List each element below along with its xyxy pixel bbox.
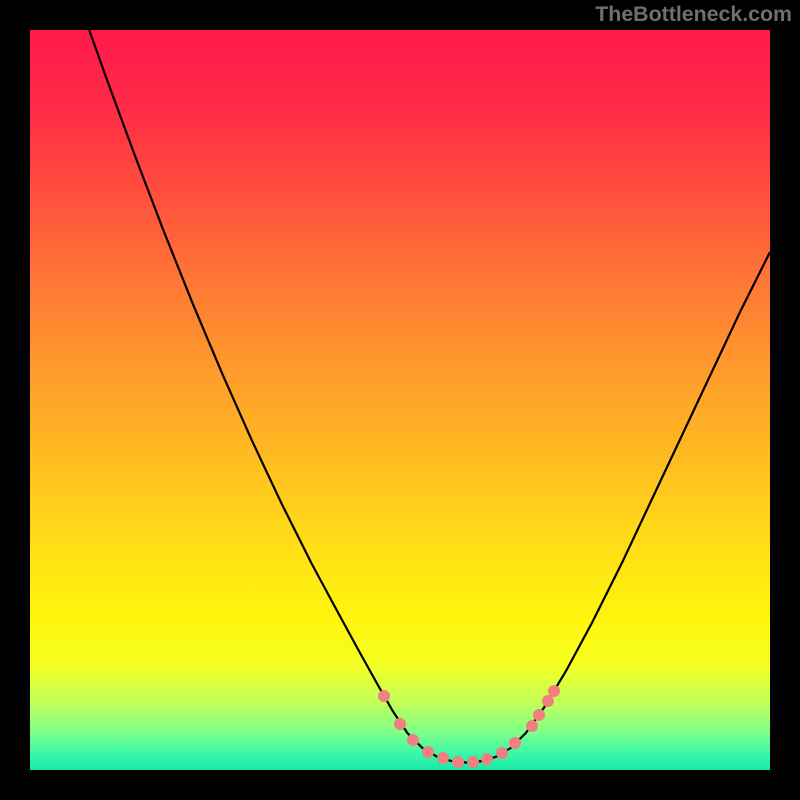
plot-area <box>30 30 770 770</box>
data-marker <box>378 690 390 702</box>
data-marker <box>496 747 508 759</box>
data-marker <box>407 734 419 746</box>
bottleneck-curve <box>89 30 770 763</box>
data-marker <box>452 756 464 768</box>
data-marker <box>422 746 434 758</box>
data-marker <box>394 718 406 730</box>
source-watermark: TheBottleneck.com <box>595 2 792 27</box>
data-marker <box>481 753 493 765</box>
data-marker <box>437 752 449 764</box>
data-marker <box>526 720 538 732</box>
data-marker <box>548 685 560 697</box>
data-marker <box>467 756 479 768</box>
figure-frame: TheBottleneck.com <box>0 0 800 800</box>
data-marker <box>509 737 521 749</box>
data-marker <box>542 695 554 707</box>
chart-svg <box>30 30 770 770</box>
data-marker <box>533 709 545 721</box>
